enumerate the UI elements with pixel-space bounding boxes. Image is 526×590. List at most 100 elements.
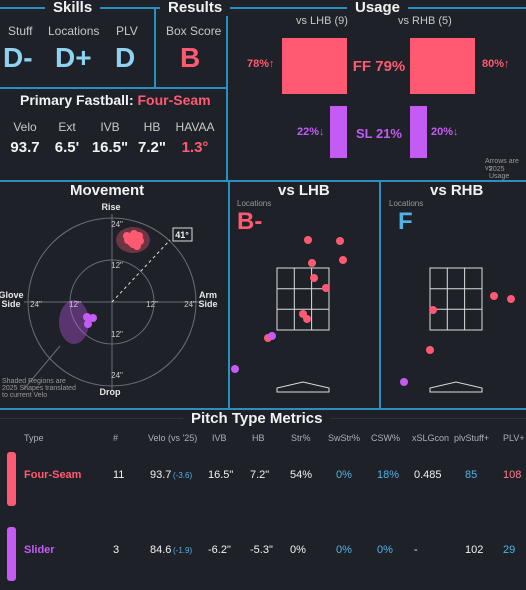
vs-lhb-locations-label: Locations [237,199,272,208]
box-score-grade: B [180,42,201,73]
movement-title: Movement [62,183,153,199]
plv-stuff-cell: 85 [465,469,478,481]
sl-movement-point [83,313,91,321]
ring-label-top-24: 24" [111,220,123,229]
fastball-metric-value: 16.5" [91,139,129,156]
locations-label: Locations [48,24,100,38]
plv-grade: D [115,42,136,73]
ff-rhb-pct: 80%↑ [482,58,510,70]
fastball-metric-label: HAVAA [175,120,215,134]
divider-movement-lhb [228,180,230,408]
str-cell: 0% [290,544,306,556]
locations-grade: D+ [55,42,92,73]
table-header-cell: Velo (vs '25) [148,433,198,443]
movement-note-2: 2025 Shapes translated [2,385,76,392]
rhb-strike-zone [429,267,483,393]
hb-cell: 7.2" [250,469,270,481]
movement-plot: 41° Rise Drop Glove Side Arm Side 24" 12… [0,202,218,399]
ff-rhb-bar [410,38,475,94]
usage-vs-rhb-label: vs RHB (5) [398,15,452,27]
sl-movement-point [84,320,92,328]
usage-vs-lhb-label: vs LHB (9) [296,15,348,27]
divider-movement-table [0,408,526,410]
sl-lhb-bar [330,106,347,158]
ivb-cell: -6.2" [208,544,231,556]
rhb-ff-location-point [429,306,437,314]
ring-label-bottom-24: 24" [111,371,123,380]
hb-cell: -5.3" [250,544,273,556]
glove-side-label-1: Glove [0,290,24,300]
stuff-label: Stuff [8,24,33,38]
primary-fastball-title: Primary Fastball: Four-Seam [12,92,219,108]
lhb-strike-zone [276,267,330,393]
ring-label-bottom-12: 12" [111,330,123,339]
table-header-cell: PLV+ [503,433,525,443]
vs-rhb-title: vs RHB [422,183,492,199]
str-cell: 54% [290,469,313,481]
sl-lhb-pct: 22%↓ [297,126,325,138]
csw-cell: 18% [377,469,400,481]
fastball-metric-value: 93.7 [10,139,40,156]
fastball-metric-label: Velo [13,120,37,134]
lhb-sl-location-point [268,332,276,340]
ring-label-right-24: 24" [184,300,196,309]
lhb-ff-location-point [322,284,330,292]
ff-movement-point [124,236,132,244]
ivb-cell: 16.5" [208,469,234,481]
sl-center-label: SL 21% [355,126,402,141]
lhb-ff-location-point [339,256,347,264]
sl-rhb-bar [410,106,427,158]
top-border [0,7,526,9]
lhb-sl-location-point [231,365,239,373]
lhb-location-points [231,236,347,373]
swstr-cell: 0% [336,469,352,481]
movement-note-1: Shaded Regions are [2,378,66,385]
lhb-ff-location-point [336,237,344,245]
lhb-ff-location-point [310,274,318,282]
lhb-ff-location-point [304,236,312,244]
xslg-cell: 0.485 [414,469,442,481]
pitch-type-cell: Slider [24,544,55,556]
arm-side-label-1: Arm [199,290,217,300]
arm-side-label-2: Side [198,299,217,309]
table-header-cell: Str% [291,433,311,443]
arm-angle-label: 41° [175,230,189,240]
divider-skills-results [154,7,156,87]
divider-top-movement [0,180,526,182]
table-header-cell: plvStuff+ [454,433,490,443]
ff-lhb-bar [282,38,347,94]
table-header-cell: CSW% [371,433,400,443]
ring-label-left-24: 24" [30,300,42,309]
fastball-metric-label: IVB [100,120,120,134]
ring-label-left-12: 12" [69,300,81,309]
results-title: Results [160,0,231,16]
table-header-cell: Type [24,433,44,443]
velo-cell: 84.6 [150,544,172,556]
plv-stuff-cell: 102 [465,544,484,556]
vs-rhb-locations-label: Locations [389,199,424,208]
pitch-color-bar [7,527,16,581]
table-header-cell: xSLGcon [412,433,450,443]
ff-center-label: FF 79% [352,58,406,75]
movement-rings [23,214,200,390]
vs-rhb-grade: F [398,208,413,235]
pitch-type-cell: Four-Seam [24,469,82,481]
vs-lhb-title: vs LHB [270,183,338,199]
ff-lhb-pct: 78%↑ [247,58,275,70]
stuff-grade: D- [3,42,33,73]
movement-note-3: to current Velo [2,392,47,399]
primary-fastball-pitch: Four-Seam [137,92,211,108]
sl-2025-shape [59,300,89,344]
vs-rhb-location-plot [400,267,515,393]
rhb-location-points [400,292,515,386]
ring-label-right-12: 12" [146,300,158,309]
box-score-label: Box Score [166,24,222,38]
drop-label: Drop [100,387,121,397]
sl-movement-point [89,314,97,322]
sl-movement-points [83,313,97,328]
vs-lhb-location-plot [231,236,347,393]
sl-rhb-pct: 20%↓ [431,126,459,138]
primary-fastball-label: Primary Fastball: [20,92,134,108]
rhb-ff-location-point [507,295,515,303]
count-cell: 11 [113,469,125,481]
